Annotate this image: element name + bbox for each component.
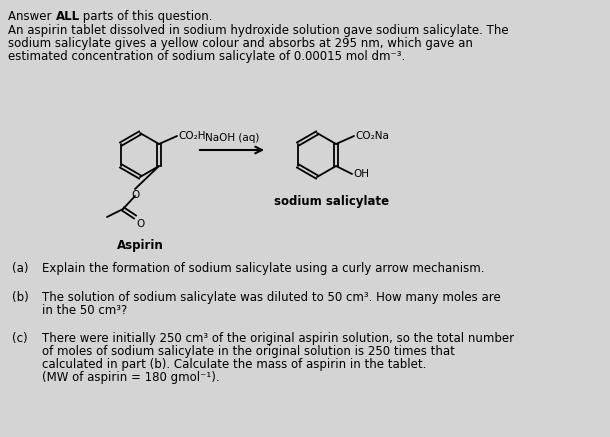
Text: ALL: ALL [56, 10, 80, 23]
Text: CO₂H: CO₂H [178, 131, 206, 141]
Text: estimated concentration of sodium salicylate of 0.00015 mol dm⁻³.: estimated concentration of sodium salicy… [8, 50, 405, 63]
Text: calculated in part (b). Calculate the mass of aspirin in the tablet.: calculated in part (b). Calculate the ma… [42, 358, 426, 371]
Text: OH: OH [353, 169, 369, 179]
Text: Explain the formation of sodium salicylate using a curly arrow mechanism.: Explain the formation of sodium salicyla… [42, 262, 484, 275]
Text: (b): (b) [12, 291, 29, 304]
Text: sodium salicylate: sodium salicylate [274, 195, 390, 208]
Text: parts of this question.: parts of this question. [79, 10, 212, 23]
Text: Aspirin: Aspirin [117, 239, 163, 252]
Text: (a): (a) [12, 262, 29, 275]
Text: (MW of aspirin = 180 gmol⁻¹).: (MW of aspirin = 180 gmol⁻¹). [42, 371, 220, 384]
Text: O: O [136, 219, 144, 229]
Text: The solution of sodium salicylate was diluted to 50 cm³. How many moles are: The solution of sodium salicylate was di… [42, 291, 501, 304]
Text: There were initially 250 cm³ of the original aspirin solution, so the total numb: There were initially 250 cm³ of the orig… [42, 332, 514, 345]
Text: CO₂Na: CO₂Na [355, 131, 389, 141]
Text: (c): (c) [12, 332, 27, 345]
Text: O: O [131, 190, 139, 200]
Text: of moles of sodium salicylate in the original solution is 250 times that: of moles of sodium salicylate in the ori… [42, 345, 455, 358]
Text: sodium salicylate gives a yellow colour and absorbs at 295 nm, which gave an: sodium salicylate gives a yellow colour … [8, 37, 473, 50]
Text: NaOH (aq): NaOH (aq) [205, 133, 259, 143]
Text: Answer: Answer [8, 10, 56, 23]
Text: in the 50 cm³?: in the 50 cm³? [42, 304, 127, 316]
Text: An aspirin tablet dissolved in sodium hydroxide solution gave sodium salicylate.: An aspirin tablet dissolved in sodium hy… [8, 24, 509, 37]
